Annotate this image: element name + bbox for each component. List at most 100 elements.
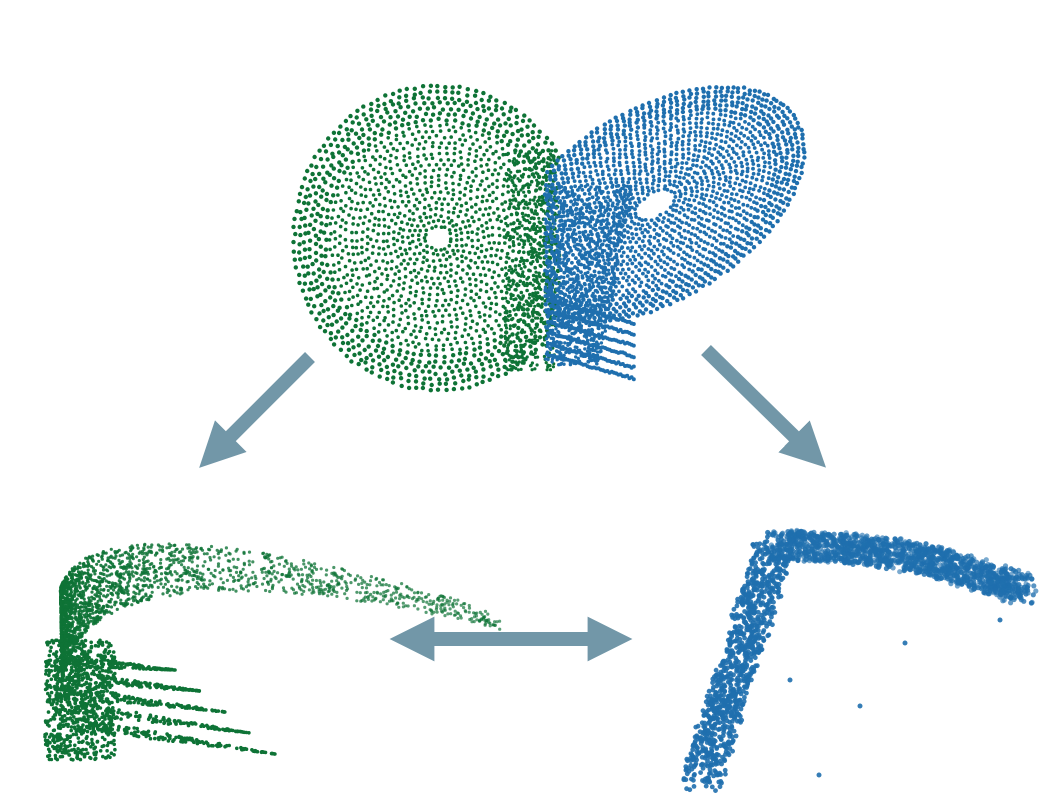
scatter-point [718,271,723,276]
scatter-point [532,165,537,169]
scatter-point [739,194,744,199]
scatter-point [641,295,646,300]
scatter-point [404,251,409,256]
scatter-point [536,174,542,180]
scatter-point [319,281,325,287]
scatter-point [559,282,563,286]
scatter-point [533,209,538,213]
scatter-point [388,99,394,104]
scatter-point [554,196,558,200]
scatter-point [435,286,440,290]
scatter-point [474,88,479,94]
scatter-point [391,307,396,312]
scatter-point [656,183,661,188]
scatter-point [639,263,644,268]
scatter-point [460,298,465,303]
scatter-point [711,126,716,131]
scatter-point [751,162,756,166]
scatter-point [681,241,686,246]
scatter-point [637,216,642,221]
scatter-point [516,177,520,181]
scatter-point [379,367,384,373]
scatter-point [518,301,522,306]
scatter-point [533,286,538,291]
scatter-point [383,93,388,98]
scatter-point [474,210,478,214]
scatter-point [543,241,547,246]
scatter-point [607,262,611,267]
scatter-point [408,181,413,185]
scatter-point [328,199,333,205]
scatter-point [743,180,748,184]
scatter-point [718,152,723,157]
scatter-point [506,184,510,189]
scatter-point [514,312,518,317]
scatter-point [689,277,694,282]
scatter-point [750,124,755,129]
scatter-point [372,137,377,142]
scatter-point [593,223,598,228]
scatter-point [438,271,443,275]
scatter-point [533,334,538,339]
scatter-point [719,234,724,239]
scatter-point [761,156,766,160]
scatter-point [314,278,319,283]
scatter-point [577,218,582,222]
scatter-point [594,126,600,131]
scatter-point [311,286,316,292]
scatter-point [540,302,544,306]
scatter-point [522,242,526,246]
scatter-point [325,170,330,175]
scatter-point [780,158,785,164]
scatter-point [597,316,602,320]
scatter-point [431,259,436,263]
scatter-point [534,250,538,254]
scatter-point [394,156,399,160]
scatter-point [375,97,380,103]
scatter-point [558,295,562,300]
scatter-point [561,236,565,240]
scatter-point [357,135,362,141]
scatter-point [369,263,373,267]
scatter-point [467,385,472,390]
scatter-point [767,221,773,226]
scatter-point [740,245,745,251]
scatter-point [679,234,684,239]
scatter-point [735,86,741,91]
scatter-point [495,185,499,190]
scatter-point [449,135,454,139]
scatter-point [456,164,461,168]
scatter-point [534,205,539,209]
scatter-point [422,211,427,216]
scatter-point [658,258,663,263]
scatter-point [719,218,724,222]
scatter-point [713,137,718,142]
scatter-point [741,153,746,158]
scatter-point [676,253,681,257]
scatter-point [608,198,613,203]
scatter-point [748,186,752,191]
scatter-point [368,201,372,205]
scatter-point [729,94,734,100]
scatter-point [421,381,426,386]
scatter-point [697,252,702,257]
scatter-point [630,245,635,250]
scatter-point [612,214,616,219]
scatter-point [724,103,729,108]
scatter-point [711,180,716,185]
scatter-point [410,109,416,114]
scatter-point [525,132,530,138]
scatter-point [373,348,379,353]
scatter-point [789,124,794,129]
scatter-point [418,352,423,357]
scatter-point [414,373,419,379]
scatter-point [370,365,375,370]
scatter-point [731,139,736,144]
scatter-point [449,297,454,302]
scatter-point [619,195,623,199]
scatter-point [549,158,553,162]
scatter-point [503,273,508,277]
scatter-point [447,284,452,289]
scatter-point [437,100,442,105]
scatter-point [394,133,399,138]
